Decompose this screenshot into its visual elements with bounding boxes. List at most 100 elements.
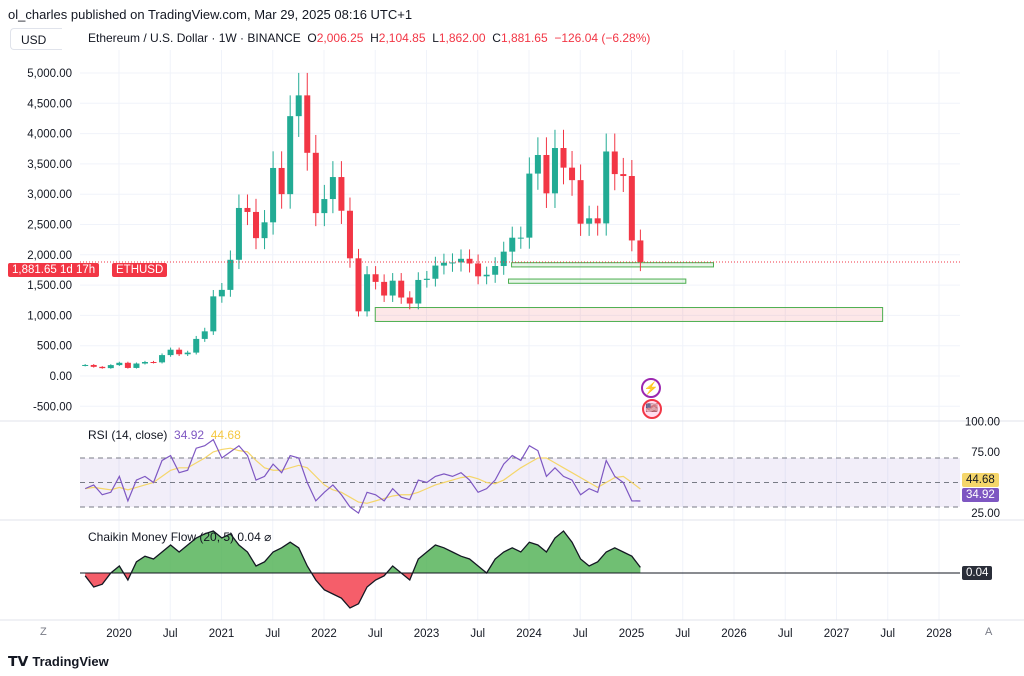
price-tick-label: 5,000.00	[27, 68, 72, 80]
support-zone	[374, 307, 884, 322]
brand-name: TradingView	[32, 654, 109, 669]
price-tick-label: 1,000.00	[27, 310, 72, 322]
auto-scale-button[interactable]: A	[985, 626, 993, 638]
cmf-negative-area	[85, 573, 641, 608]
symbol-legend: Ethereum / U.S. Dollar · 1W · BINANCE O2…	[88, 31, 650, 45]
time-tick-label: 2026	[721, 628, 747, 640]
last-price: 1,881.65	[12, 264, 57, 276]
candle	[150, 362, 157, 364]
candle	[261, 222, 268, 239]
rsi-line	[84, 438, 641, 515]
candle	[603, 151, 610, 224]
candle	[116, 362, 123, 366]
zoom-reset-button[interactable]: Z	[40, 626, 47, 638]
rsi-ma-tag: 44.68	[962, 473, 999, 487]
candle	[321, 199, 328, 214]
candle	[381, 281, 388, 296]
lightning-event-icon[interactable]: ⚡	[641, 378, 661, 398]
candle	[432, 265, 439, 279]
candle	[372, 274, 379, 282]
candle	[124, 362, 131, 368]
candle	[278, 167, 285, 195]
candle	[526, 173, 533, 238]
bar-countdown: 1d 17h	[59, 264, 96, 276]
time-tick-label: 2023	[414, 628, 440, 640]
cmf-legend: Chaikin Money Flow (20, 5) 0.04 ⌀	[88, 530, 271, 544]
candle	[594, 218, 601, 224]
support-zone	[508, 278, 687, 284]
candle	[235, 207, 242, 260]
candle	[534, 154, 541, 174]
candle	[577, 180, 584, 224]
candle	[517, 237, 524, 239]
candle	[637, 240, 644, 263]
time-tick-label: Jul	[880, 628, 895, 640]
close-value: 1,881.65	[500, 31, 548, 45]
change-value: −126.04 (−6.28%)	[554, 31, 651, 45]
close-label: C	[492, 31, 501, 45]
currency-button[interactable]: USD	[10, 28, 62, 50]
candle	[415, 279, 422, 304]
time-tick-label: Jul	[368, 628, 383, 640]
time-tick-label: Jul	[265, 628, 280, 640]
candle	[210, 296, 217, 332]
candle	[364, 274, 371, 312]
cmf-title: Chaikin Money Flow (20, 5)	[88, 530, 235, 544]
candle	[620, 174, 627, 177]
candle	[287, 116, 294, 195]
price-tick-label: 4,500.00	[27, 98, 72, 110]
candle	[551, 148, 558, 194]
symbol-name: Ethereum / U.S. Dollar · 1W · BINANCE	[88, 31, 301, 45]
tradingview-logo: 𝗧𝗩 TradingView	[8, 653, 109, 670]
candle	[543, 154, 550, 194]
candle	[338, 177, 345, 211]
cmf-tag: 0.04	[962, 566, 993, 580]
candle	[82, 364, 89, 366]
candle	[141, 362, 148, 364]
candle	[560, 148, 567, 168]
candle	[184, 352, 191, 355]
candle	[423, 278, 430, 280]
candle	[304, 95, 311, 153]
candle	[586, 218, 593, 224]
low-value: 1,862.00	[438, 31, 486, 45]
candle	[500, 251, 507, 267]
support-zone	[511, 262, 715, 268]
tv-logo-icon: 𝗧𝗩	[8, 653, 29, 669]
candle	[253, 211, 260, 239]
candle	[449, 262, 456, 264]
price-tick-label: 0.00	[50, 371, 72, 383]
rsi-tag: 34.92	[962, 488, 999, 502]
candle	[167, 349, 174, 356]
time-tick-label: Jul	[163, 628, 178, 640]
time-tick-label: Jul	[573, 628, 588, 640]
us-flag-event-icon[interactable]: 🇺🇸	[642, 399, 662, 419]
high-value: 2,104.85	[378, 31, 426, 45]
time-tick-label: 2024	[516, 628, 542, 640]
rsi-axis-label: 100.00	[965, 416, 1000, 428]
rsi-value: 34.92	[174, 428, 205, 442]
rsi-axis-label: 25.00	[971, 508, 1000, 520]
candle	[159, 355, 166, 363]
time-tick-label: 2025	[619, 628, 645, 640]
time-tick-label: 2027	[824, 628, 850, 640]
time-tick-label: 2020	[106, 628, 132, 640]
price-tick-label: 1,500.00	[27, 280, 72, 292]
time-tick-label: 2022	[311, 628, 337, 640]
candle	[355, 258, 362, 312]
symbol-tag: ETHUSD	[112, 263, 168, 277]
cmf-hide-icon[interactable]: ⌀	[264, 530, 272, 544]
price-tick-label: 3,500.00	[27, 159, 72, 171]
candle	[475, 263, 482, 277]
candle	[218, 289, 225, 297]
price-tick-label: 500.00	[37, 341, 72, 353]
candle	[611, 151, 618, 175]
candle	[312, 152, 319, 214]
candle	[406, 297, 413, 304]
time-tick-label: 2021	[209, 628, 235, 640]
price-tick-label: -500.00	[33, 401, 72, 413]
published-note: ol_charles published on TradingView.com,…	[8, 7, 413, 22]
candle	[201, 331, 208, 339]
price-tick-label: 2,500.00	[27, 220, 72, 232]
